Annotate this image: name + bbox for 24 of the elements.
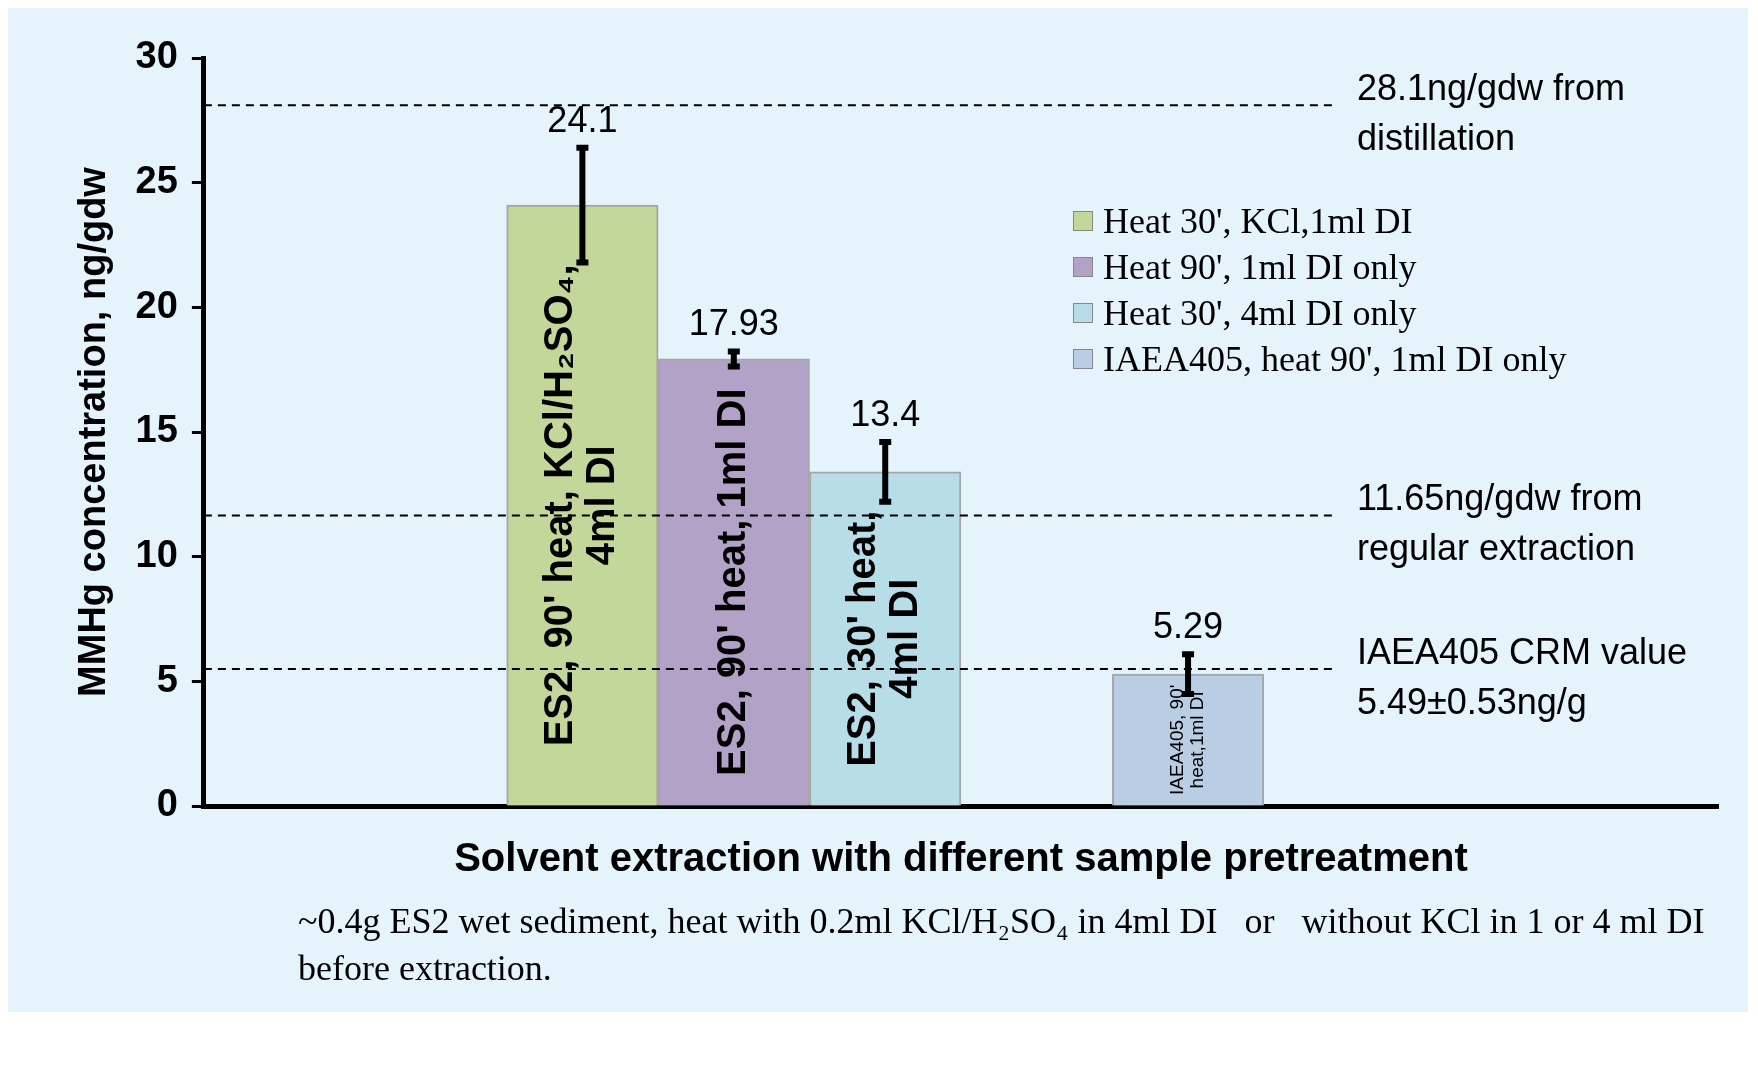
y-tick-label: 25 <box>135 159 178 202</box>
legend-label: Heat 90', 1ml DI only <box>1103 246 1417 288</box>
y-axis-title: MMHg concentration, ng/gdw <box>71 166 114 697</box>
legend-label: Heat 30', KCl,1ml DI <box>1103 200 1413 242</box>
text: ~0.4g ES2 wet sediment, heat with 0.2ml KCl/H₂SO₄ in 4ml DI or without KCl in 1 or 4 ml DI before extraction. <box>298 900 1706 990</box>
y-tick-label: 0 <box>156 782 178 825</box>
x-tick-label: ES2, 90' heat, KCl/H₂SO₄, 4ml DI <box>536 264 623 747</box>
y-tick-label: 30 <box>135 34 178 77</box>
y-tick-label: 20 <box>135 283 178 326</box>
y-tick-label: 5 <box>156 657 178 700</box>
x-tick-label: ES2, 30' heat, 4ml DI <box>839 510 926 767</box>
legend-label: Heat 30', 4ml DI only <box>1103 292 1417 334</box>
data-label: 13.4 <box>850 392 921 434</box>
ref-line-label: IAEA405 CRM value 5.49±0.53ng/g <box>1356 631 1688 723</box>
data-label: 24.1 <box>547 98 618 140</box>
data-label: 17.93 <box>688 302 779 344</box>
y-tick-label: 10 <box>135 533 178 576</box>
x-axis-title: Solvent extraction with different sample pretreatment <box>454 835 1468 880</box>
x-tick-label: ES2, 90' heat, 1ml DI <box>708 388 753 776</box>
data-label: 5.29 <box>1153 605 1224 647</box>
ref-line-label: 11.65ng/gdw from regular extraction <box>1356 477 1643 569</box>
legend-label: IAEA405, heat 90', 1ml DI only <box>1103 338 1567 380</box>
y-tick-label: 15 <box>135 408 178 451</box>
ref-line-label: 28.1ng/gdw from distillation <box>1356 67 1626 159</box>
